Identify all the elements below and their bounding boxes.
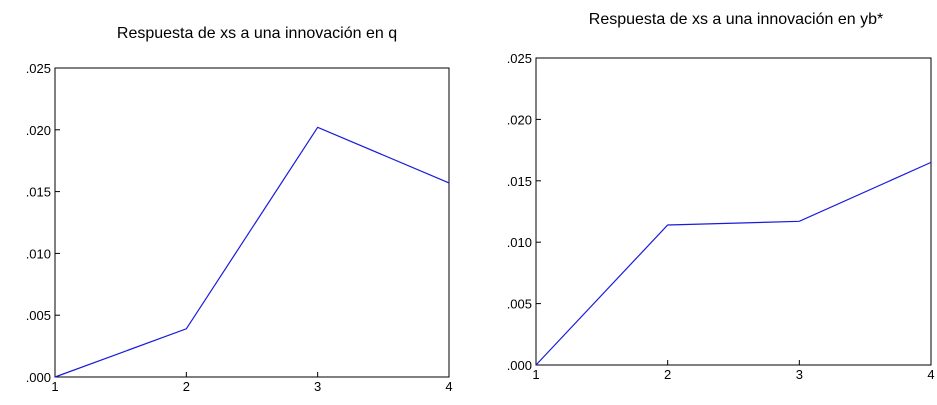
x-tick-label: 3: [314, 379, 321, 394]
y-tick-label: .005: [26, 308, 51, 323]
x-axis: 1 2 3 4: [51, 372, 453, 394]
chart-q-response: Respuesta de xs a una innovación en q .0…: [26, 25, 453, 394]
chart-title: Respuesta de xs a una innovación en q: [117, 25, 397, 42]
y-tick-label: .005: [507, 297, 532, 312]
y-tick-label: .025: [26, 61, 51, 76]
chart-yb-response: Respuesta de xs a una innovación en yb* …: [507, 11, 935, 382]
y-tick-label: .025: [507, 51, 532, 66]
y-tick-label: .015: [26, 185, 51, 200]
x-axis: 1 2 3 4: [532, 360, 935, 382]
plot-frame: [535, 57, 932, 366]
y-tick-label: .020: [26, 123, 51, 138]
y-tick-label: .010: [26, 246, 51, 261]
x-tick-label: 2: [183, 379, 190, 394]
y-axis: .000 .005 .010 .015 .020 .025: [26, 61, 60, 385]
x-tick-label: 4: [445, 379, 452, 394]
x-tick-label: 1: [532, 367, 539, 382]
x-tick-label: 2: [664, 367, 671, 382]
y-axis: .000 .005 .010 .015 .020 .025: [507, 51, 541, 373]
chart-title: Respuesta de xs a una innovación en yb*: [589, 11, 883, 28]
series-line: [54, 126, 450, 378]
x-tick-label: 1: [51, 379, 58, 394]
y-tick-label: .015: [507, 174, 532, 189]
y-tick-label: .000: [507, 358, 532, 373]
y-tick-label: .010: [507, 235, 532, 250]
y-tick-label: .000: [26, 370, 51, 385]
series-line: [535, 161, 932, 366]
y-tick-label: .020: [507, 112, 532, 127]
x-tick-label: 4: [927, 367, 934, 382]
x-tick-label: 3: [796, 367, 803, 382]
plot-frame: [54, 67, 450, 378]
